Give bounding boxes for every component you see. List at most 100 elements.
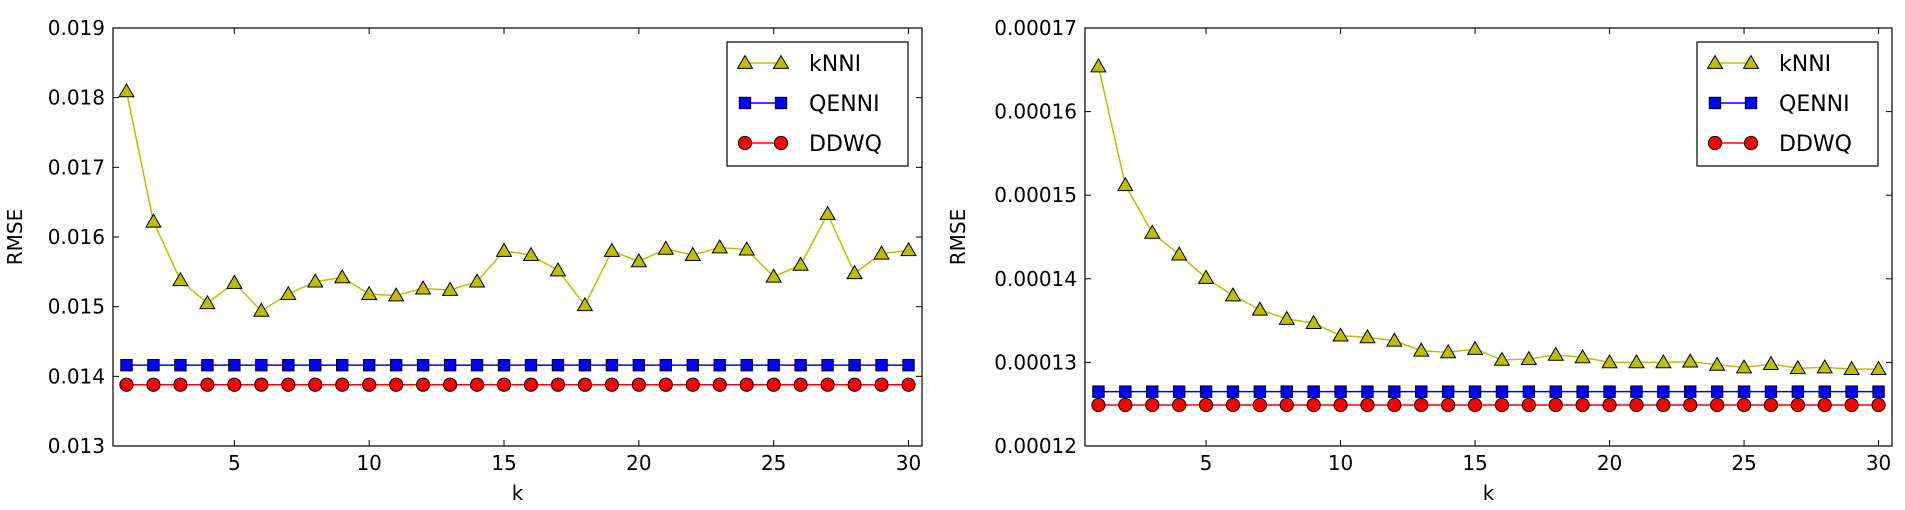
data-point-knni	[1789, 359, 1807, 375]
data-point-knni	[1251, 301, 1269, 316]
data-point-qenni	[416, 358, 430, 372]
data-point-qenni	[1495, 385, 1509, 398]
data-point-knni	[1493, 351, 1511, 366]
data-point-ddwq	[1387, 397, 1402, 413]
x-tick-label: 5	[228, 451, 241, 475]
data-point-knni	[1278, 310, 1296, 325]
legend-marker	[774, 96, 788, 110]
data-point-knni	[1332, 327, 1349, 342]
data-point-ddwq	[766, 377, 781, 392]
data-point-qenni	[336, 358, 349, 372]
data-point-qenni	[875, 358, 888, 372]
data-point-knni	[1412, 342, 1430, 357]
y-tick-label: 0.00017	[994, 16, 1077, 40]
x-tick-label: 15	[491, 451, 516, 475]
legend-entry-knni: kNNI	[736, 52, 861, 77]
data-point-knni	[118, 82, 135, 98]
legend-marker	[737, 135, 753, 151]
data-point-ddwq	[442, 377, 458, 392]
series-ddwq	[1091, 397, 1886, 413]
data-point-ddwq	[200, 377, 215, 392]
data-point-ddwq	[1091, 397, 1106, 413]
data-point-ddwq	[281, 377, 296, 392]
data-point-ddwq	[1629, 397, 1644, 413]
data-point-knni	[738, 241, 756, 256]
data-point-qenni	[147, 358, 160, 372]
data-point-knni	[1197, 269, 1215, 284]
data-point-qenni	[1737, 385, 1751, 398]
data-point-qenni	[120, 358, 133, 372]
data-point-ddwq	[712, 377, 727, 392]
data-point-qenni	[389, 358, 403, 372]
data-point-qenni	[470, 358, 484, 372]
x-tick-label: 15	[1462, 451, 1487, 475]
data-point-ddwq	[1172, 397, 1187, 413]
data-point-ddwq	[874, 377, 889, 392]
y-tick-label: 0.017	[48, 155, 105, 179]
data-point-ddwq	[119, 377, 134, 392]
data-point-knni	[1762, 355, 1780, 370]
y-tick-label: 0.014	[48, 364, 105, 388]
data-point-ddwq	[1252, 397, 1267, 413]
data-point-knni	[1601, 353, 1618, 369]
data-point-qenni	[1226, 385, 1240, 398]
legend: kNNI QENNI DDWQ	[726, 41, 909, 167]
y-tick-label: 0.018	[48, 86, 105, 110]
data-point-ddwq	[1441, 397, 1456, 413]
data-point-knni	[333, 268, 351, 284]
data-point-ddwq	[1575, 397, 1590, 413]
data-point-ddwq	[335, 377, 350, 392]
data-point-knni	[1843, 360, 1860, 375]
data-point-ddwq	[1844, 397, 1859, 413]
y-tick-label: 0.019	[48, 16, 105, 40]
data-point-knni	[1386, 332, 1403, 347]
legend-label: kNNI	[1779, 52, 1831, 77]
data-point-qenni	[1818, 385, 1831, 398]
data-point-ddwq	[577, 377, 593, 392]
data-point-knni	[522, 246, 540, 262]
data-point-knni	[1170, 246, 1188, 261]
data-point-ddwq	[1118, 397, 1133, 413]
x-tick-label: 10	[1328, 451, 1353, 475]
data-point-knni	[792, 256, 809, 271]
series-ddwq	[119, 377, 916, 392]
y-tick-label: 0.00016	[994, 100, 1077, 124]
data-point-qenni	[282, 358, 295, 372]
data-point-knni	[1655, 353, 1672, 369]
legend-label: kNNI	[809, 52, 861, 77]
data-point-qenni	[713, 358, 726, 372]
x-tick-label: 10	[356, 451, 381, 475]
x-tick-label: 30	[896, 451, 921, 475]
data-point-knni	[495, 242, 513, 257]
data-point-knni	[1305, 314, 1322, 330]
data-point-ddwq	[1871, 397, 1886, 413]
legend-marker	[1708, 96, 1722, 110]
data-point-knni	[306, 273, 324, 288]
data-point-qenni	[578, 358, 592, 372]
data-point-knni	[1466, 340, 1484, 355]
data-point-ddwq	[308, 377, 323, 392]
data-point-qenni	[1630, 385, 1643, 398]
legend-label: DDWQ	[1779, 132, 1852, 157]
data-point-ddwq	[1306, 397, 1321, 413]
legend-marker	[772, 54, 790, 69]
data-point-ddwq	[739, 377, 754, 392]
data-point-qenni	[443, 358, 457, 372]
x-tick-label: 5	[1200, 451, 1213, 475]
data-point-ddwq	[496, 377, 512, 392]
data-point-ddwq	[685, 377, 700, 392]
legend-marker	[738, 96, 752, 110]
data-point-ddwq	[1817, 397, 1832, 413]
data-point-ddwq	[820, 377, 835, 392]
data-point-knni	[441, 281, 459, 296]
series-line-knni	[125, 91, 909, 312]
data-point-knni	[360, 285, 378, 301]
data-point-qenni	[1119, 385, 1132, 398]
data-point-knni	[1359, 328, 1376, 344]
data-point-knni	[603, 242, 621, 257]
series-qenni	[1092, 385, 1885, 398]
data-point-qenni	[848, 358, 861, 372]
data-point-qenni	[524, 358, 538, 372]
data-point-ddwq	[1494, 397, 1510, 413]
